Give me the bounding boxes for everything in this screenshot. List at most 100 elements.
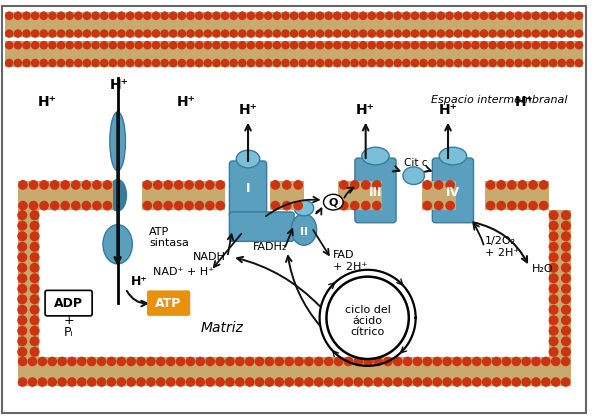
Circle shape — [30, 295, 39, 304]
Circle shape — [216, 181, 224, 189]
Circle shape — [58, 12, 65, 19]
Circle shape — [377, 30, 384, 37]
Circle shape — [334, 59, 341, 67]
Circle shape — [107, 378, 116, 386]
Circle shape — [377, 41, 384, 49]
Circle shape — [93, 202, 101, 210]
Circle shape — [170, 41, 177, 49]
Circle shape — [344, 357, 353, 365]
Circle shape — [101, 30, 108, 37]
Bar — [269, 181, 304, 210]
Circle shape — [308, 30, 315, 37]
Text: H⁺: H⁺ — [110, 78, 129, 91]
Circle shape — [412, 12, 419, 19]
Circle shape — [542, 378, 550, 386]
Circle shape — [562, 316, 570, 325]
Circle shape — [294, 181, 302, 189]
Circle shape — [58, 41, 65, 49]
Circle shape — [18, 347, 26, 356]
Circle shape — [437, 12, 445, 19]
Circle shape — [498, 12, 505, 19]
Circle shape — [299, 30, 307, 37]
Circle shape — [226, 378, 234, 386]
Circle shape — [539, 202, 548, 210]
Circle shape — [178, 30, 185, 37]
Circle shape — [170, 30, 177, 37]
Circle shape — [18, 264, 26, 272]
Circle shape — [40, 12, 47, 19]
Circle shape — [265, 30, 272, 37]
Circle shape — [143, 181, 151, 189]
Circle shape — [271, 202, 280, 210]
Circle shape — [109, 12, 116, 19]
Circle shape — [50, 181, 59, 189]
Ellipse shape — [110, 112, 125, 171]
Circle shape — [196, 30, 203, 37]
Circle shape — [144, 41, 151, 49]
Circle shape — [498, 41, 505, 49]
Circle shape — [19, 357, 27, 365]
Circle shape — [423, 357, 431, 365]
Circle shape — [498, 30, 505, 37]
Circle shape — [93, 181, 101, 189]
Circle shape — [144, 59, 151, 67]
Circle shape — [316, 30, 323, 37]
Circle shape — [567, 41, 574, 49]
Circle shape — [170, 30, 177, 37]
Circle shape — [28, 357, 37, 365]
Circle shape — [283, 202, 291, 210]
Circle shape — [550, 30, 557, 37]
Circle shape — [101, 41, 108, 49]
Circle shape — [49, 30, 56, 37]
Circle shape — [558, 41, 565, 49]
Circle shape — [178, 12, 185, 19]
Circle shape — [455, 41, 461, 49]
Circle shape — [412, 12, 419, 19]
Bar — [17, 210, 39, 357]
Circle shape — [30, 305, 39, 314]
Circle shape — [481, 12, 488, 19]
Circle shape — [135, 59, 142, 67]
Bar — [5, 12, 583, 37]
Circle shape — [487, 181, 494, 189]
Circle shape — [340, 181, 348, 189]
Circle shape — [542, 357, 550, 365]
Circle shape — [473, 378, 481, 386]
Circle shape — [19, 181, 27, 189]
Circle shape — [247, 30, 254, 37]
Circle shape — [541, 41, 548, 49]
Circle shape — [305, 357, 313, 365]
Circle shape — [187, 378, 194, 386]
Circle shape — [152, 59, 160, 67]
Circle shape — [196, 12, 203, 19]
Circle shape — [213, 30, 220, 37]
Circle shape — [562, 305, 570, 314]
Circle shape — [239, 12, 246, 19]
Circle shape — [549, 243, 558, 251]
Bar — [5, 36, 583, 42]
Circle shape — [175, 181, 183, 189]
Circle shape — [472, 30, 479, 37]
Circle shape — [152, 41, 160, 49]
Circle shape — [247, 59, 254, 67]
Circle shape — [541, 12, 548, 19]
Circle shape — [164, 202, 172, 210]
Circle shape — [92, 12, 99, 19]
Circle shape — [373, 202, 381, 210]
Circle shape — [420, 59, 427, 67]
Text: H⁺: H⁺ — [239, 103, 257, 117]
Circle shape — [412, 30, 419, 37]
Circle shape — [539, 181, 548, 189]
Circle shape — [463, 30, 470, 37]
Circle shape — [334, 30, 341, 37]
Circle shape — [68, 357, 76, 365]
Circle shape — [271, 181, 280, 189]
Circle shape — [196, 41, 203, 49]
Circle shape — [178, 59, 185, 67]
Circle shape — [506, 12, 514, 19]
Circle shape — [5, 59, 13, 67]
Circle shape — [71, 181, 80, 189]
Text: H⁺: H⁺ — [38, 95, 56, 109]
Circle shape — [404, 378, 412, 386]
Circle shape — [221, 41, 229, 49]
